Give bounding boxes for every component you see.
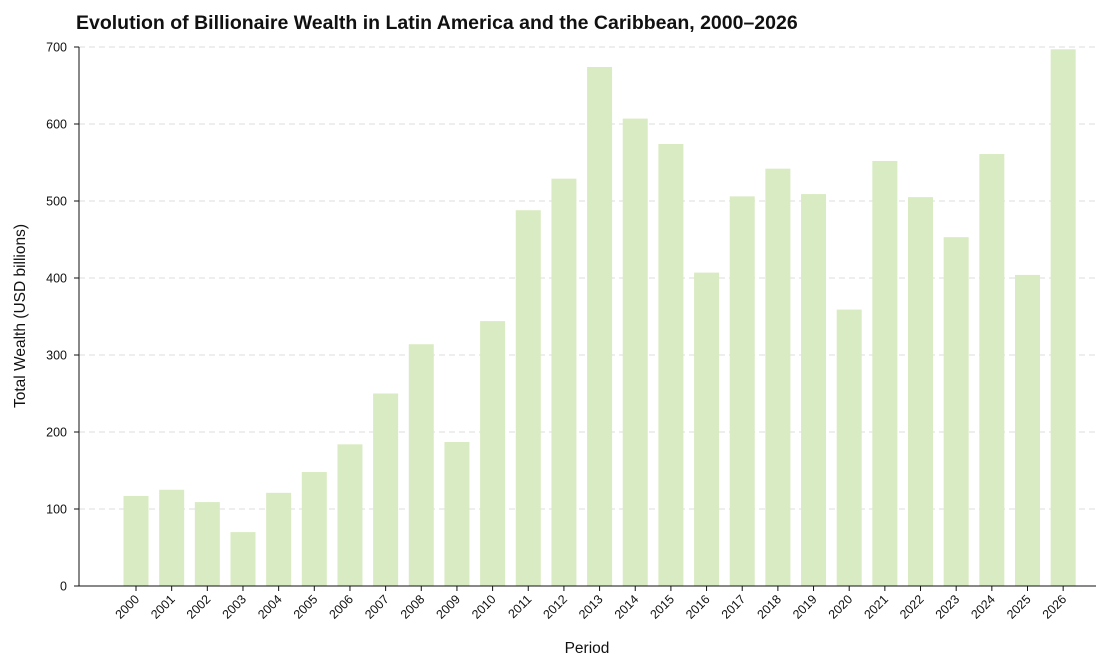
x-tick-label: 2010 — [469, 592, 499, 622]
x-tick-label: 2019 — [790, 592, 820, 622]
x-tick-label: 2012 — [540, 592, 570, 622]
x-tick-label: 2009 — [433, 592, 463, 622]
x-tick-label: 2013 — [576, 592, 606, 622]
bar-2000 — [123, 495, 149, 586]
x-tick-label: 2021 — [861, 592, 891, 622]
bar-2021 — [872, 160, 898, 586]
x-tick-label: 2016 — [683, 592, 713, 622]
x-tick-label: 2007 — [362, 592, 392, 622]
bar-2024 — [979, 154, 1005, 586]
x-tick-label: 2004 — [255, 592, 285, 622]
chart-title: Evolution of Billionaire Wealth in Latin… — [76, 12, 798, 34]
x-tick-label: 2026 — [1040, 592, 1070, 622]
x-tick-label: 2001 — [148, 592, 178, 622]
y-tick-label: 400 — [46, 272, 67, 286]
bar-2019 — [801, 194, 827, 586]
y-tick-label: 700 — [46, 41, 67, 55]
x-tick-label: 2008 — [398, 592, 428, 622]
y-axis-title: Total Wealth (USD billions) — [12, 224, 29, 408]
x-tick-label: 2003 — [220, 592, 250, 622]
bar-2002 — [194, 502, 220, 586]
x-tick-label: 2017 — [719, 592, 749, 622]
x-tick-label: 2006 — [327, 592, 357, 622]
bar-2023 — [943, 237, 969, 586]
y-tick-label: 300 — [46, 349, 67, 363]
bar-2016 — [694, 272, 720, 586]
x-tick-label: 2020 — [826, 592, 856, 622]
x-tick-label: 2011 — [505, 592, 534, 621]
x-tick-label: 2023 — [933, 592, 963, 622]
x-axis-title: Period — [565, 640, 610, 654]
bar-2009 — [444, 442, 470, 586]
bar-2008 — [408, 344, 434, 586]
x-tick-label: 2015 — [647, 592, 677, 622]
x-tick-label: 2018 — [754, 592, 784, 622]
bar-2014 — [622, 118, 648, 587]
bar-2007 — [373, 393, 399, 586]
bars — [123, 49, 1076, 587]
axes — [78, 47, 1096, 587]
bar-2006 — [337, 444, 363, 586]
x-tick-label: 2022 — [897, 592, 927, 622]
bar-2012 — [551, 178, 577, 587]
y-tick-label: 600 — [46, 118, 67, 132]
y-ticks: 0 100 200 300 400 500 600 700 — [46, 41, 79, 594]
bar-2020 — [836, 309, 862, 586]
bar-2001 — [159, 489, 185, 586]
x-ticks: 2000 2001 2002 2003 2004 2005 2006 2007 2008 2009… — [113, 586, 1070, 622]
bar-2022 — [908, 197, 934, 586]
x-tick-label: 2005 — [291, 592, 321, 622]
bar-2004 — [266, 492, 292, 586]
y-tick-label: 100 — [46, 503, 67, 517]
x-tick-label: 2002 — [184, 592, 214, 622]
y-tick-label: 0 — [60, 580, 67, 594]
x-tick-label: 2000 — [113, 592, 143, 622]
bar-2013 — [587, 67, 613, 586]
x-tick-label: 2025 — [1004, 592, 1034, 622]
bar-2017 — [729, 196, 755, 586]
bar-2018 — [765, 168, 791, 586]
bar-2003 — [230, 532, 256, 586]
bar-2026 — [1050, 49, 1076, 587]
bar-2005 — [301, 472, 327, 586]
bar-2015 — [658, 144, 684, 586]
x-tick-label: 2014 — [612, 592, 642, 622]
bar-2010 — [480, 321, 506, 586]
bar-2011 — [515, 210, 541, 587]
y-tick-label: 500 — [46, 195, 67, 209]
bar-2025 — [1015, 274, 1040, 586]
y-tick-label: 200 — [46, 426, 67, 440]
x-tick-label: 2024 — [968, 592, 998, 622]
